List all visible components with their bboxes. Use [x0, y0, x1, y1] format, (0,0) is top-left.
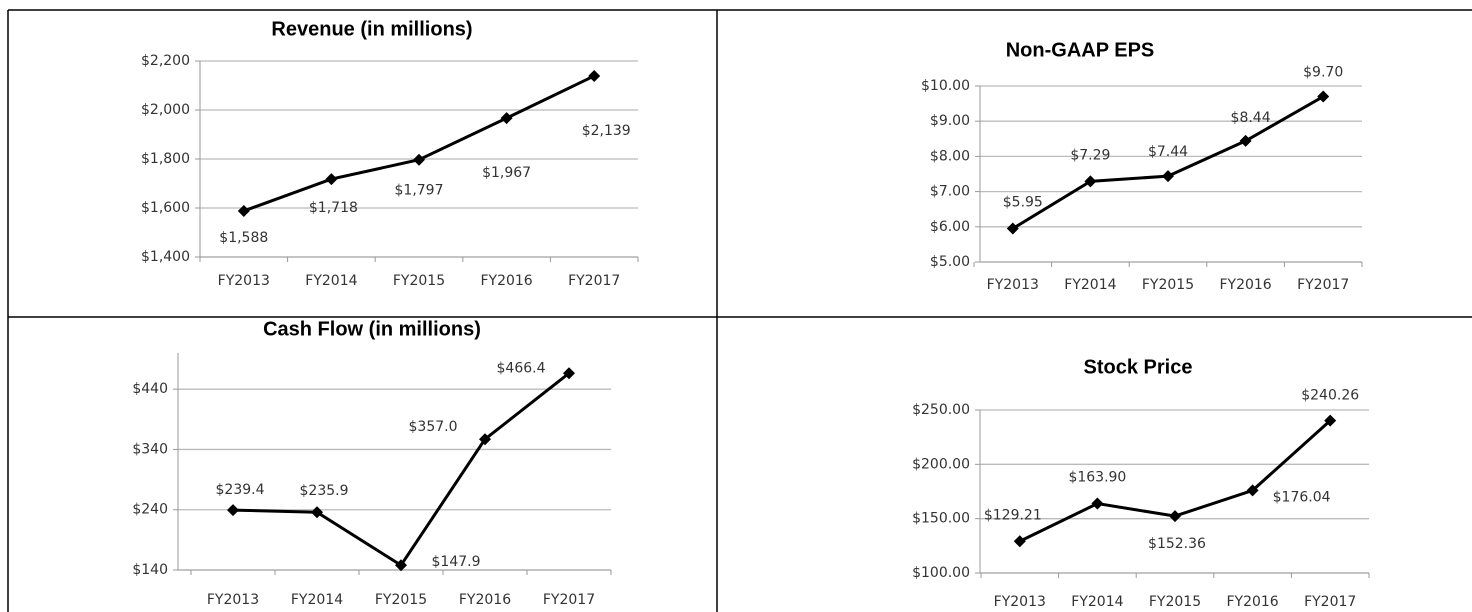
- x-tick-label: FY2015: [1149, 594, 1201, 610]
- data-label: $9.70: [1303, 65, 1343, 81]
- line: [232, 372, 570, 568]
- marker: [1169, 510, 1181, 523]
- line: [1019, 419, 1332, 543]
- y-tick-label: $250.00: [912, 402, 970, 418]
- y-tick-label: $1,800: [141, 151, 190, 167]
- data-label: $1,588: [219, 230, 268, 246]
- y-tick-label: $1,400: [141, 249, 190, 265]
- y-tick-label: $100.00: [912, 565, 970, 581]
- marker: [1091, 497, 1104, 510]
- y-tick-label: $440: [132, 381, 168, 397]
- data-label: $163.90: [1068, 470, 1126, 486]
- data-label: $1,797: [395, 183, 444, 199]
- x-tick-label: FY2014: [1071, 594, 1123, 610]
- y-tick-label: $8.00: [930, 148, 970, 164]
- x-tick-label: FY2017: [543, 592, 595, 608]
- y-tick-label: $140: [132, 562, 168, 578]
- marker: [479, 433, 491, 446]
- y-tick-label: $200.00: [912, 456, 970, 472]
- marker: [395, 559, 407, 572]
- x-tick-label: FY2015: [1142, 277, 1194, 293]
- x-tick-label: FY2015: [393, 273, 445, 289]
- x-tick-label: FY2017: [1297, 277, 1349, 293]
- marker: [500, 112, 513, 125]
- data-label: $147.9: [432, 554, 481, 570]
- y-tick-label: $240: [132, 502, 168, 518]
- data-label: $7.44: [1148, 144, 1188, 160]
- marker: [1317, 90, 1330, 103]
- marker: [1084, 175, 1097, 188]
- marker: [325, 173, 338, 186]
- x-tick-label: FY2013: [994, 594, 1046, 610]
- chart-title: Non-GAAP EPS: [1006, 39, 1155, 61]
- marker: [1324, 414, 1337, 427]
- data-label: $5.95: [1003, 195, 1043, 211]
- marker: [1246, 484, 1259, 497]
- x-tick-label: FY2014: [305, 273, 357, 289]
- marker: [1239, 134, 1252, 147]
- data-label: $152.36: [1148, 536, 1206, 552]
- x-tick-label: FY2013: [218, 273, 270, 289]
- x-tick-label: FY2013: [987, 277, 1039, 293]
- data-label: $7.29: [1070, 147, 1110, 163]
- y-tick-label: $2,000: [141, 102, 190, 118]
- data-label: $240.26: [1301, 388, 1359, 404]
- data-label: $357.0: [409, 419, 458, 435]
- x-tick-label: FY2016: [480, 273, 532, 289]
- marker: [1006, 222, 1019, 235]
- x-tick-label: FY2016: [1226, 594, 1278, 610]
- marker: [1162, 170, 1174, 183]
- x-tick-label: FY2016: [459, 592, 511, 608]
- y-tick-label: $340: [132, 441, 168, 457]
- y-tick-label: $9.00: [930, 113, 970, 129]
- y-tick-label: $2,200: [141, 53, 190, 69]
- x-tick-label: FY2014: [291, 592, 343, 608]
- marker: [227, 504, 239, 517]
- x-tick-label: FY2017: [568, 273, 620, 289]
- marker: [588, 69, 601, 82]
- chart-title: Cash Flow (in millions): [263, 318, 481, 340]
- line: [1012, 95, 1324, 230]
- y-tick-label: $6.00: [930, 219, 970, 235]
- chart-title: Stock Price: [1084, 356, 1193, 378]
- marker: [1013, 535, 1026, 548]
- marker: [563, 367, 575, 380]
- chart-title: Revenue (in millions): [271, 18, 472, 40]
- x-tick-label: FY2014: [1064, 277, 1116, 293]
- data-label: $239.4: [216, 482, 265, 498]
- x-tick-label: FY2017: [1304, 594, 1356, 610]
- data-label: $235.9: [300, 483, 349, 499]
- data-label: $1,718: [309, 200, 358, 216]
- x-tick-label: FY2016: [1219, 277, 1271, 293]
- marker: [237, 204, 250, 217]
- data-label: $2,139: [582, 123, 631, 139]
- y-tick-label: $7.00: [930, 184, 970, 200]
- y-tick-label: $5.00: [930, 254, 970, 270]
- data-label: $466.4: [497, 360, 546, 376]
- data-label: $129.21: [984, 507, 1042, 523]
- x-tick-label: FY2015: [375, 592, 427, 608]
- marker: [413, 153, 425, 166]
- y-tick-label: $150.00: [912, 511, 970, 527]
- data-label: $176.04: [1273, 489, 1331, 505]
- data-label: $8.44: [1231, 110, 1271, 126]
- data-label: $1,967: [482, 165, 531, 181]
- y-tick-label: $1,600: [141, 200, 190, 216]
- y-tick-label: $10.00: [921, 78, 970, 94]
- marker: [311, 506, 323, 519]
- x-tick-label: FY2013: [207, 592, 259, 608]
